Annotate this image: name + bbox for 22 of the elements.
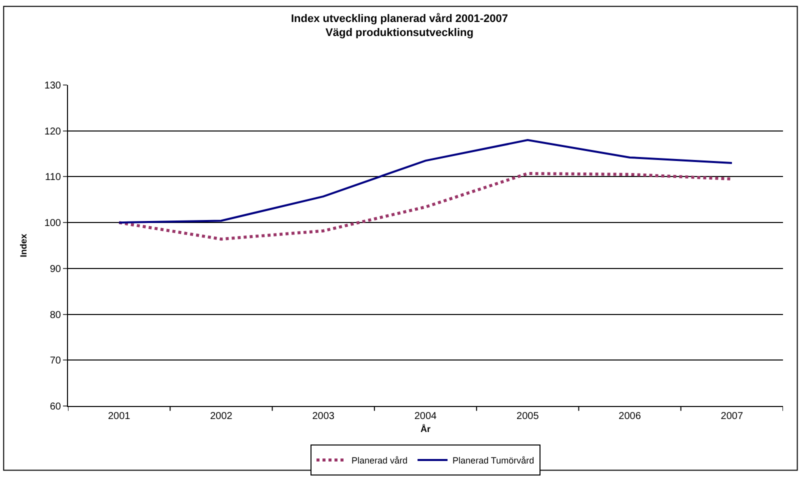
y-tick-label: 100 bbox=[44, 218, 62, 230]
x-tick-label: 2007 bbox=[720, 411, 744, 422]
y-tick-label: 80 bbox=[50, 310, 62, 321]
x-axis-title: År bbox=[420, 424, 431, 434]
y-tick-label: 70 bbox=[50, 356, 62, 367]
line-series bbox=[118, 172, 734, 241]
chart-title: Index utveckling planerad vård 2001-2007 Vägd produktionsutveckling bbox=[290, 12, 508, 40]
y-axis-title: Index bbox=[18, 234, 29, 258]
x-tick-label: 2006 bbox=[618, 411, 642, 422]
y-tick-label: 130 bbox=[44, 80, 62, 92]
x-tick-label: 2003 bbox=[312, 411, 335, 422]
y-tick-label: 90 bbox=[50, 264, 62, 275]
x-tick-label: 2002 bbox=[210, 411, 233, 422]
x-tick-label: 2005 bbox=[516, 411, 540, 422]
x-tick-label: 2004 bbox=[414, 411, 438, 422]
line-series bbox=[118, 139, 733, 224]
legend-label: Planerad vård bbox=[352, 456, 408, 466]
x-tick-label: 2001 bbox=[108, 411, 131, 422]
legend-label: Planerad Tumörvård bbox=[452, 456, 534, 466]
y-tick-label: 60 bbox=[50, 402, 62, 412]
y-tick-label: 120 bbox=[44, 126, 62, 138]
y-tick-label: 110 bbox=[45, 172, 62, 184]
